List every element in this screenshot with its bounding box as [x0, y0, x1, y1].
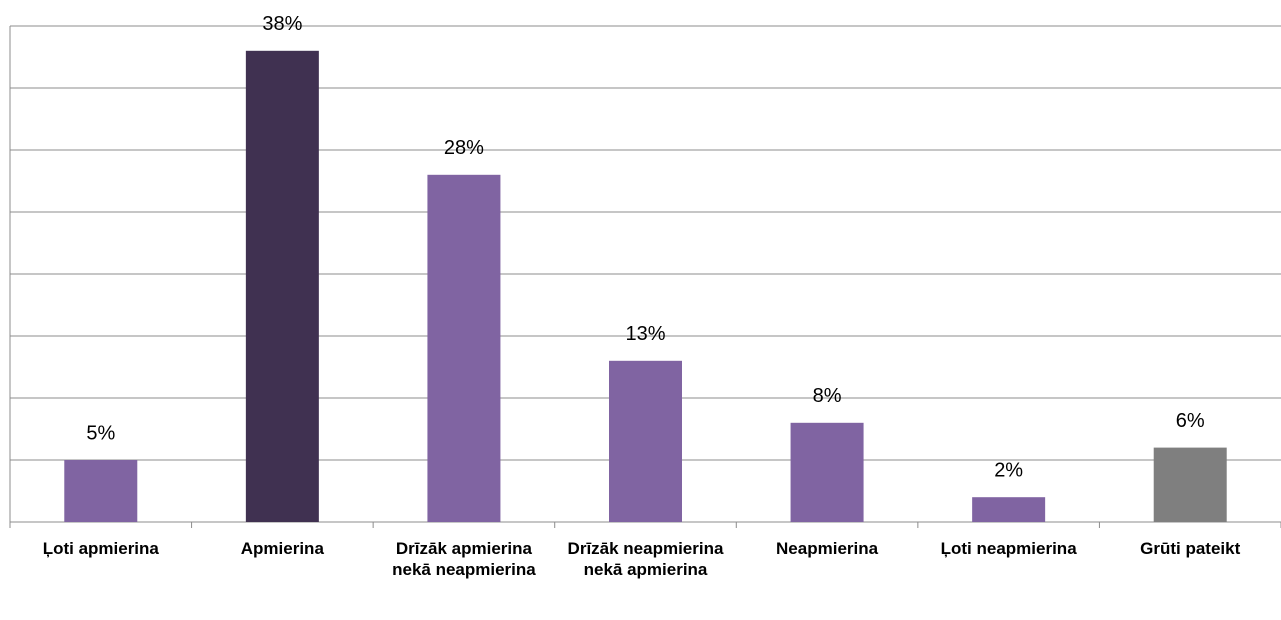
data-label: 13% [625, 323, 665, 345]
bar [64, 460, 138, 522]
bar [427, 174, 501, 523]
data-label: 6% [1176, 410, 1205, 432]
x-tick-label: Grūti pateikt [1140, 539, 1241, 558]
data-label: 2% [994, 459, 1023, 481]
x-tick-label: Drīzāk apmierina nekā neapmierina [392, 539, 536, 579]
x-tick-label: Neapmierina [776, 539, 879, 558]
bar [245, 50, 319, 523]
data-label: 28% [444, 137, 484, 159]
bar [790, 422, 864, 522]
x-tick-label: Drīzāk neapmierina nekā apmierina [567, 539, 724, 579]
bar [609, 360, 682, 522]
bar [972, 497, 1046, 522]
data-label: 38% [262, 13, 302, 35]
x-tick-label: Apmierina [240, 539, 324, 558]
data-label: 8% [813, 385, 842, 407]
bar [1153, 447, 1227, 522]
data-label: 5% [86, 422, 115, 444]
x-tick-label: Ļoti apmierina [42, 539, 159, 558]
x-tick-label: Ļoti neapmierina [940, 539, 1077, 558]
